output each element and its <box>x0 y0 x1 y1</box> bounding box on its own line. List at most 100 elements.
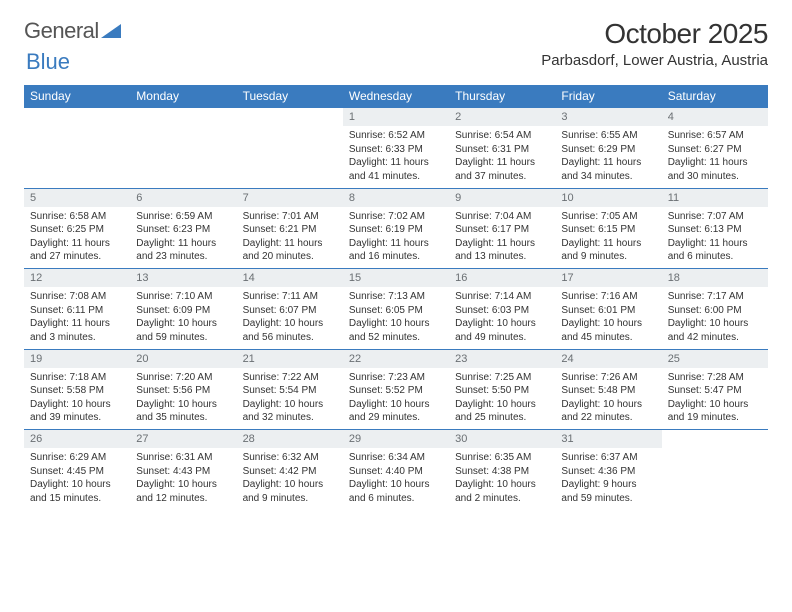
day-number-cell: 31 <box>555 430 661 449</box>
location-label: Parbasdorf, Lower Austria, Austria <box>541 52 768 69</box>
sunset-text: Sunset: 6:23 PM <box>136 223 230 237</box>
sunrise-text: Sunrise: 6:34 AM <box>349 451 443 465</box>
sunrise-text: Sunrise: 7:13 AM <box>349 290 443 304</box>
sunset-text: Sunset: 5:47 PM <box>668 384 762 398</box>
sunrise-text: Sunrise: 7:20 AM <box>136 371 230 385</box>
sunrise-text: Sunrise: 7:04 AM <box>455 210 549 224</box>
day-content-cell: Sunrise: 7:20 AMSunset: 5:56 PMDaylight:… <box>130 368 236 430</box>
daynum-row: 19202122232425 <box>24 349 768 368</box>
day-content-cell: Sunrise: 6:54 AMSunset: 6:31 PMDaylight:… <box>449 126 555 188</box>
daylight-text: Daylight: 11 hours and 3 minutes. <box>30 317 124 344</box>
sunrise-text: Sunrise: 6:52 AM <box>349 129 443 143</box>
daylight-text: Daylight: 10 hours and 39 minutes. <box>30 398 124 425</box>
day-content-cell: Sunrise: 6:55 AMSunset: 6:29 PMDaylight:… <box>555 126 661 188</box>
sunrise-text: Sunrise: 6:57 AM <box>668 129 762 143</box>
day-number-cell: 1 <box>343 108 449 127</box>
sunrise-text: Sunrise: 7:11 AM <box>243 290 337 304</box>
sunset-text: Sunset: 6:07 PM <box>243 304 337 318</box>
day-content-cell <box>662 448 768 510</box>
sunrise-text: Sunrise: 7:25 AM <box>455 371 549 385</box>
daylight-text: Daylight: 11 hours and 41 minutes. <box>349 156 443 183</box>
day-number-cell: 7 <box>237 188 343 207</box>
day-number-cell: 5 <box>24 188 130 207</box>
sunset-text: Sunset: 5:56 PM <box>136 384 230 398</box>
day-number-cell: 8 <box>343 188 449 207</box>
sunset-text: Sunset: 6:03 PM <box>455 304 549 318</box>
daylight-text: Daylight: 10 hours and 12 minutes. <box>136 478 230 505</box>
daylight-text: Daylight: 10 hours and 49 minutes. <box>455 317 549 344</box>
sunrise-text: Sunrise: 7:16 AM <box>561 290 655 304</box>
weekday-header: Thursday <box>449 85 555 108</box>
day-content-cell: Sunrise: 7:18 AMSunset: 5:58 PMDaylight:… <box>24 368 130 430</box>
day-content-cell: Sunrise: 6:59 AMSunset: 6:23 PMDaylight:… <box>130 207 236 269</box>
sunset-text: Sunset: 6:17 PM <box>455 223 549 237</box>
daynum-row: 567891011 <box>24 188 768 207</box>
day-content-cell: Sunrise: 7:14 AMSunset: 6:03 PMDaylight:… <box>449 287 555 349</box>
calendar-body: 1234Sunrise: 6:52 AMSunset: 6:33 PMDayli… <box>24 108 768 511</box>
sunset-text: Sunset: 6:09 PM <box>136 304 230 318</box>
sunrise-text: Sunrise: 7:26 AM <box>561 371 655 385</box>
day-content-cell: Sunrise: 7:22 AMSunset: 5:54 PMDaylight:… <box>237 368 343 430</box>
day-content-cell: Sunrise: 7:16 AMSunset: 6:01 PMDaylight:… <box>555 287 661 349</box>
weekday-header: Saturday <box>662 85 768 108</box>
day-number-cell <box>24 108 130 127</box>
weekday-header: Friday <box>555 85 661 108</box>
day-number-cell: 22 <box>343 349 449 368</box>
content-row: Sunrise: 6:29 AMSunset: 4:45 PMDaylight:… <box>24 448 768 510</box>
sunrise-text: Sunrise: 7:10 AM <box>136 290 230 304</box>
day-content-cell: Sunrise: 6:35 AMSunset: 4:38 PMDaylight:… <box>449 448 555 510</box>
day-content-cell: Sunrise: 7:11 AMSunset: 6:07 PMDaylight:… <box>237 287 343 349</box>
sunset-text: Sunset: 6:05 PM <box>349 304 443 318</box>
daylight-text: Daylight: 10 hours and 19 minutes. <box>668 398 762 425</box>
logo-text-blue: Blue <box>26 49 70 74</box>
sunrise-text: Sunrise: 6:32 AM <box>243 451 337 465</box>
sunset-text: Sunset: 6:33 PM <box>349 143 443 157</box>
sunrise-text: Sunrise: 6:37 AM <box>561 451 655 465</box>
daylight-text: Daylight: 10 hours and 22 minutes. <box>561 398 655 425</box>
day-number-cell: 17 <box>555 269 661 288</box>
daylight-text: Daylight: 11 hours and 27 minutes. <box>30 237 124 264</box>
sunrise-text: Sunrise: 7:18 AM <box>30 371 124 385</box>
sunrise-text: Sunrise: 6:35 AM <box>455 451 549 465</box>
sunset-text: Sunset: 5:52 PM <box>349 384 443 398</box>
day-number-cell: 19 <box>24 349 130 368</box>
daylight-text: Daylight: 11 hours and 16 minutes. <box>349 237 443 264</box>
daylight-text: Daylight: 11 hours and 9 minutes. <box>561 237 655 264</box>
day-number-cell: 24 <box>555 349 661 368</box>
daylight-text: Daylight: 9 hours and 59 minutes. <box>561 478 655 505</box>
daylight-text: Daylight: 10 hours and 6 minutes. <box>349 478 443 505</box>
sunset-text: Sunset: 6:29 PM <box>561 143 655 157</box>
day-number-cell: 14 <box>237 269 343 288</box>
day-content-cell <box>237 126 343 188</box>
day-number-cell: 9 <box>449 188 555 207</box>
daylight-text: Daylight: 10 hours and 35 minutes. <box>136 398 230 425</box>
daylight-text: Daylight: 10 hours and 59 minutes. <box>136 317 230 344</box>
daynum-row: 12131415161718 <box>24 269 768 288</box>
day-content-cell: Sunrise: 7:23 AMSunset: 5:52 PMDaylight:… <box>343 368 449 430</box>
day-number-cell: 16 <box>449 269 555 288</box>
sunset-text: Sunset: 4:40 PM <box>349 465 443 479</box>
day-number-cell <box>237 108 343 127</box>
day-content-cell: Sunrise: 7:05 AMSunset: 6:15 PMDaylight:… <box>555 207 661 269</box>
daylight-text: Daylight: 10 hours and 45 minutes. <box>561 317 655 344</box>
day-content-cell: Sunrise: 6:29 AMSunset: 4:45 PMDaylight:… <box>24 448 130 510</box>
daynum-row: 262728293031 <box>24 430 768 449</box>
day-content-cell: Sunrise: 7:10 AMSunset: 6:09 PMDaylight:… <box>130 287 236 349</box>
calendar-table: Sunday Monday Tuesday Wednesday Thursday… <box>24 85 768 510</box>
day-content-cell: Sunrise: 6:58 AMSunset: 6:25 PMDaylight:… <box>24 207 130 269</box>
sunset-text: Sunset: 4:43 PM <box>136 465 230 479</box>
sunrise-text: Sunrise: 6:58 AM <box>30 210 124 224</box>
day-number-cell: 28 <box>237 430 343 449</box>
content-row: Sunrise: 7:08 AMSunset: 6:11 PMDaylight:… <box>24 287 768 349</box>
sunset-text: Sunset: 6:15 PM <box>561 223 655 237</box>
day-number-cell: 6 <box>130 188 236 207</box>
title-block: October 2025 Parbasdorf, Lower Austria, … <box>541 18 768 69</box>
day-content-cell: Sunrise: 7:25 AMSunset: 5:50 PMDaylight:… <box>449 368 555 430</box>
day-content-cell: Sunrise: 7:26 AMSunset: 5:48 PMDaylight:… <box>555 368 661 430</box>
weekday-header: Sunday <box>24 85 130 108</box>
weekday-header-row: Sunday Monday Tuesday Wednesday Thursday… <box>24 85 768 108</box>
weekday-header: Monday <box>130 85 236 108</box>
calendar-page: General October 2025 Parbasdorf, Lower A… <box>0 0 792 522</box>
sunset-text: Sunset: 4:42 PM <box>243 465 337 479</box>
sunrise-text: Sunrise: 7:23 AM <box>349 371 443 385</box>
